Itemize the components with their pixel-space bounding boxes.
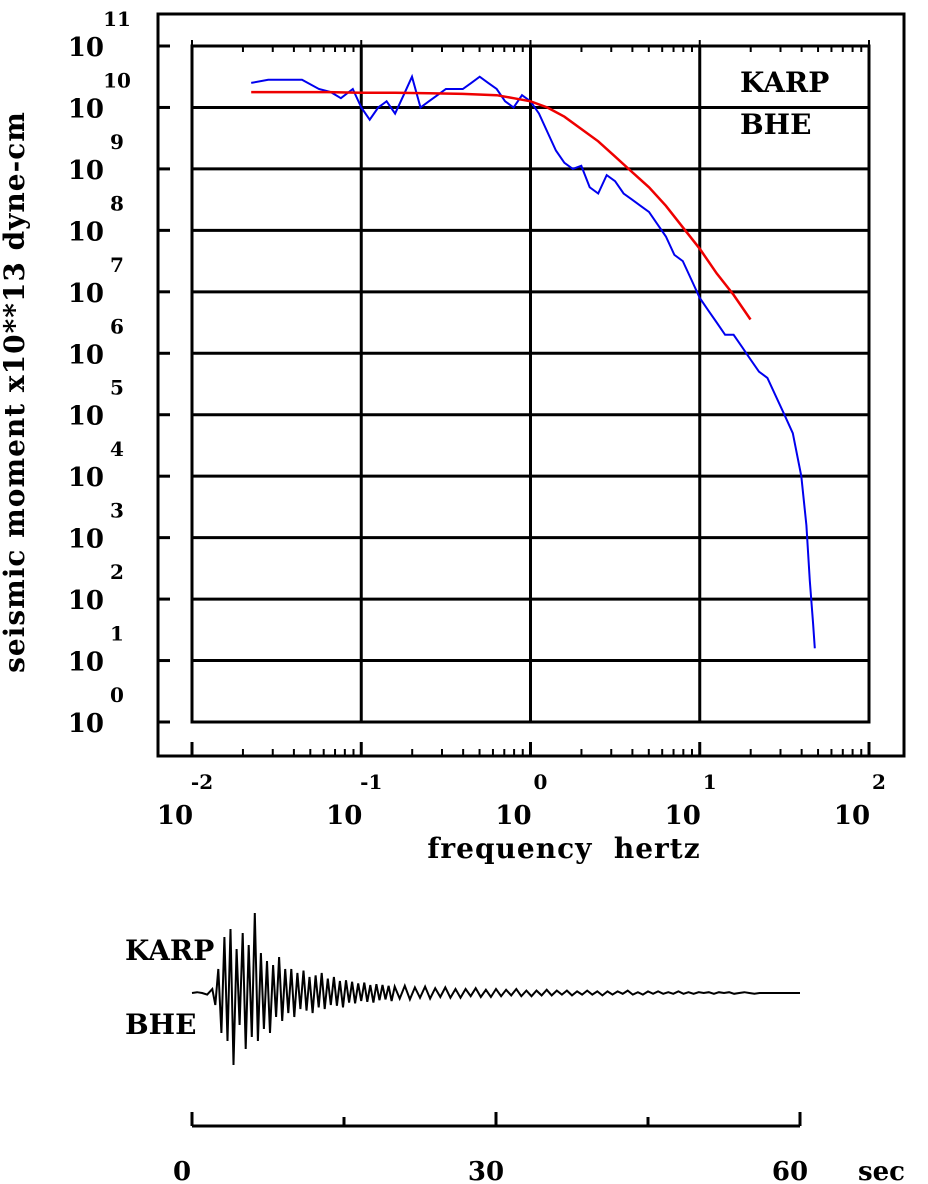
spectrum-x-axis-title: frequency hertz: [427, 832, 700, 865]
y-tick-label-exponent: 4: [110, 437, 124, 461]
x-tick-label-exponent: 0: [534, 770, 548, 794]
time-tick-label: 60: [772, 1157, 808, 1184]
y-tick-label-base: 10: [68, 402, 104, 432]
spectrum-model-line: [251, 90, 752, 321]
spectrum-station-label: KARP: [740, 66, 829, 99]
y-tick-label-exponent: 9: [110, 130, 124, 154]
y-tick-label-exponent: 7: [110, 253, 124, 277]
time-unit-label: sec: [858, 1157, 905, 1184]
y-tick-label-base: 10: [68, 156, 104, 186]
x-tick-label-base: 10: [495, 801, 531, 831]
y-tick-label-exponent: 3: [110, 499, 124, 523]
minor-ticks: [158, 40, 871, 756]
y-tick-label-exponent: 8: [110, 191, 124, 215]
y-tick-label-base: 10: [68, 525, 104, 555]
time-tick-label: 30: [468, 1157, 504, 1184]
grid-lines: [192, 46, 869, 722]
x-tick-label-base: 10: [665, 801, 701, 831]
waveform-channel-label: BHE: [125, 1008, 196, 1041]
y-tick-label-base: 10: [68, 463, 104, 493]
x-tick-label-exponent: -2: [191, 770, 213, 794]
waveform-series: [191, 912, 800, 1066]
y-tick-label-exponent: 6: [110, 314, 124, 338]
y-tick-label-exponent: 2: [110, 560, 124, 584]
spectrum-channel-label: BHE: [740, 108, 811, 141]
spectrum-series: [251, 73, 816, 649]
y-tick-label-base: 10: [68, 648, 104, 678]
time-tick-labels: 0 30 60: [173, 1157, 808, 1184]
y-tick-label-base: 10: [68, 340, 104, 370]
x-tick-label-base: 10: [834, 801, 870, 831]
y-tick-label-base: 10: [68, 217, 104, 247]
y-tick-label-base: 10: [68, 279, 104, 309]
y-tick-label-base: 10: [68, 709, 104, 739]
y-tick-label-base: 10: [68, 94, 104, 124]
x-tick-label-exponent: -1: [360, 770, 382, 794]
y-tick-label-exponent: 11: [103, 7, 131, 31]
y-tick-label-exponent: 5: [110, 376, 124, 400]
spectrum-observed-line: [251, 73, 816, 649]
y-tick-label-base: 10: [68, 33, 104, 63]
y-tick-label-exponent: 1: [110, 622, 124, 646]
y-tick-label-exponent: 0: [110, 683, 124, 707]
time-tick-label: 0: [173, 1157, 191, 1184]
waveform-panel: KARP BHE 0 30 60 sec: [125, 912, 905, 1184]
time-ticks: [190, 1112, 802, 1126]
spectrum-y-axis-title: seismic moment x10**13 dyne-cm: [0, 111, 31, 673]
x-tick-label-base: 10: [157, 801, 193, 831]
y-tick-label-exponent: 10: [103, 68, 131, 92]
waveform-station-label: KARP: [125, 934, 214, 967]
x-tick-label-exponent: 2: [872, 770, 886, 794]
x-tick-label-exponent: 1: [703, 770, 717, 794]
waveform-line: [191, 912, 800, 1066]
y-tick-label-base: 10: [68, 586, 104, 616]
x-tick-label-base: 10: [326, 801, 362, 831]
